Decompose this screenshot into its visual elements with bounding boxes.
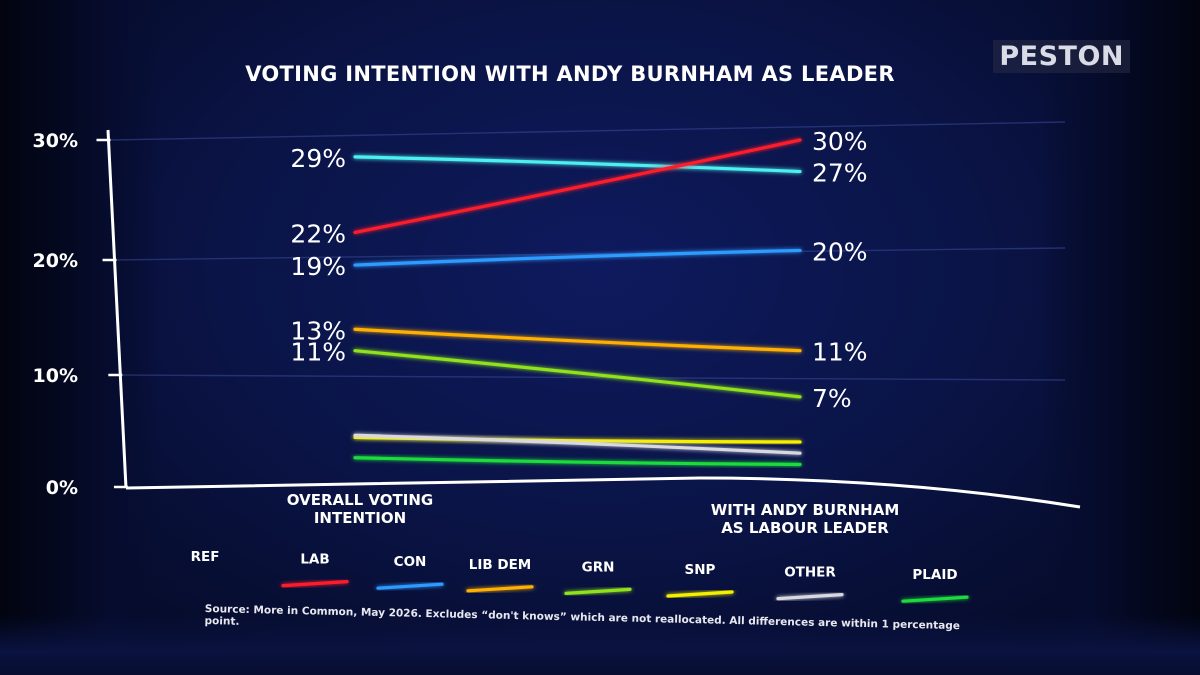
data-label-end: 7%	[812, 384, 852, 413]
data-label-start: 22%	[290, 219, 346, 248]
legend-label: PLAID	[912, 567, 957, 583]
legend-swatch	[776, 592, 844, 601]
series-line-lab	[353, 138, 802, 234]
legend-label: OTHER	[784, 565, 836, 581]
legend-label: LAB	[300, 552, 329, 568]
data-label-start: 29%	[290, 144, 346, 173]
gridline	[109, 374, 1066, 381]
y-tick-label: 10%	[33, 365, 78, 387]
series-line-grn	[353, 349, 802, 399]
series-line-lib-dem	[353, 327, 802, 353]
data-label-end: 30%	[812, 127, 868, 156]
series-line-plaid	[353, 456, 802, 467]
x-category-label: WITH ANDY BURNHAM AS LABOUR LEADER	[711, 501, 900, 537]
gridline	[109, 121, 1066, 141]
data-label-start: 13%	[290, 316, 346, 345]
data-label-end: 20%	[812, 237, 868, 266]
gridline	[109, 247, 1066, 261]
chart-title: VOTING INTENTION WITH ANDY BURNHAM AS LE…	[245, 62, 895, 86]
gridlines	[109, 121, 1066, 381]
axes: 0% 10% 20% 30% OVERALL VOTING INTENTION WITH A…	[33, 129, 1081, 537]
legend-label: LIB DEM	[469, 557, 531, 573]
legend-swatch	[666, 590, 734, 598]
legend-swatch	[564, 587, 632, 596]
data-label-end: 11%	[812, 338, 868, 367]
data-label-end: 27%	[812, 159, 868, 188]
legend-label: REF	[191, 549, 220, 565]
data-label-start: 19%	[290, 252, 346, 281]
series-line-con	[353, 248, 802, 267]
legend-swatch	[281, 579, 349, 588]
y-tick-label: 30%	[33, 130, 78, 152]
studio-edge-left	[0, 0, 160, 675]
x-category-label: OVERALL VOTING INTENTION	[287, 491, 433, 527]
legend-label: CON	[394, 554, 427, 570]
legend-swatch	[376, 582, 444, 590]
brand-logo: PESTON	[993, 40, 1130, 73]
legend: REF LAB CON LIB DEM GRN SNP OTHER PLAID	[171, 549, 969, 603]
legend-label: SNP	[685, 562, 716, 578]
legend-label: GRN	[582, 559, 615, 575]
studio-edge-right	[1040, 0, 1200, 675]
series-line-other	[353, 433, 802, 455]
series-line-ref	[353, 155, 802, 174]
legend-swatch	[466, 585, 534, 593]
y-axis-line	[106, 129, 128, 489]
studio-floor	[0, 615, 1200, 675]
y-tick-label: 20%	[33, 250, 78, 272]
data-label-start: 11%	[290, 338, 346, 367]
legend-swatch	[901, 595, 969, 603]
series-lines	[353, 138, 802, 467]
series-labels: 29%27%22%30%19%20%13%11%11%7%	[290, 127, 867, 413]
y-tick-label: 0%	[46, 477, 78, 499]
x-axis-line	[125, 476, 1081, 509]
